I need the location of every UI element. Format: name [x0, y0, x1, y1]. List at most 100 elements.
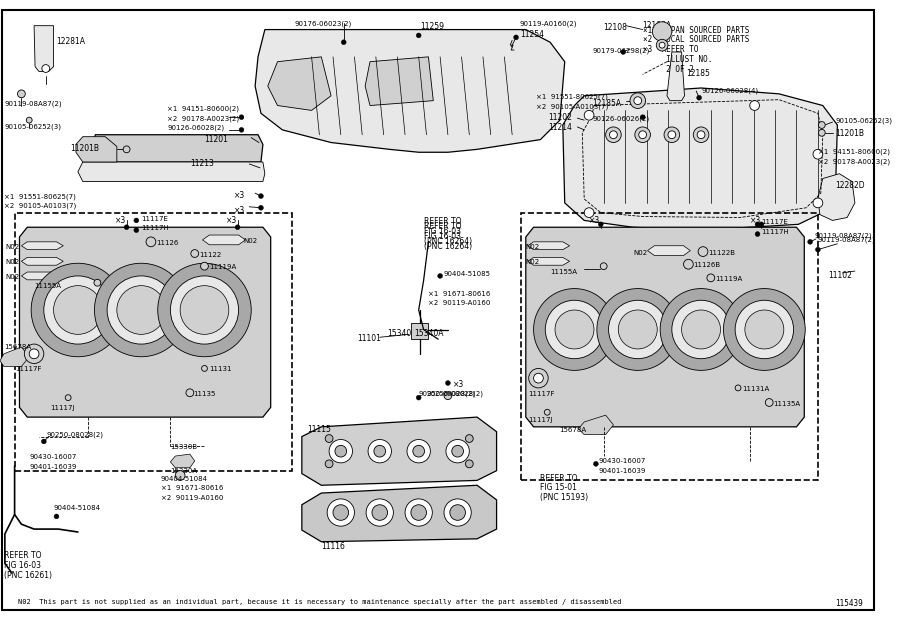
Text: 90250-08028(2): 90250-08028(2): [418, 391, 476, 397]
Circle shape: [26, 117, 32, 123]
Circle shape: [652, 22, 671, 42]
Circle shape: [124, 225, 129, 229]
Polygon shape: [411, 322, 428, 339]
Circle shape: [534, 288, 616, 370]
Polygon shape: [34, 25, 54, 71]
Text: 11119A: 11119A: [210, 264, 237, 270]
Polygon shape: [170, 454, 194, 467]
Circle shape: [405, 499, 432, 526]
Polygon shape: [302, 417, 497, 485]
Text: 90401-16039: 90401-16039: [29, 464, 76, 470]
Circle shape: [107, 276, 176, 344]
Circle shape: [597, 288, 679, 370]
Circle shape: [32, 264, 124, 356]
Text: 90119-08A87(2): 90119-08A87(2): [814, 232, 871, 239]
Circle shape: [630, 93, 645, 108]
Text: 11117H: 11117H: [141, 225, 169, 231]
Text: 2 OF 2: 2 OF 2: [643, 64, 694, 74]
Circle shape: [661, 288, 742, 370]
Text: ×1  91551-80625(7): ×1 91551-80625(7): [4, 193, 76, 200]
Text: ×3  REFER TO: ×3 REFER TO: [643, 45, 698, 54]
Circle shape: [333, 505, 348, 520]
Text: REFER TO: REFER TO: [4, 551, 41, 560]
Circle shape: [807, 239, 813, 244]
Circle shape: [606, 127, 621, 143]
Circle shape: [618, 310, 657, 349]
Circle shape: [656, 39, 668, 51]
Circle shape: [368, 440, 392, 463]
Circle shape: [44, 276, 112, 344]
Text: 15330A: 15330A: [170, 467, 197, 474]
Text: ×3: ×3: [750, 216, 761, 224]
Text: 90430-16007: 90430-16007: [598, 458, 646, 464]
Circle shape: [366, 499, 393, 526]
Circle shape: [444, 392, 452, 399]
Text: 11101: 11101: [357, 334, 382, 343]
Text: 90404-51084: 90404-51084: [54, 505, 101, 511]
Text: 11254: 11254: [520, 30, 544, 38]
Circle shape: [765, 399, 773, 406]
Circle shape: [514, 35, 518, 40]
Text: FIG 15-01: FIG 15-01: [540, 484, 577, 492]
Circle shape: [176, 471, 185, 480]
Circle shape: [117, 286, 166, 334]
Polygon shape: [22, 272, 63, 280]
Circle shape: [24, 344, 44, 363]
Circle shape: [94, 264, 188, 356]
Text: ×3: ×3: [115, 216, 126, 224]
Text: 12108: 12108: [604, 23, 627, 32]
Polygon shape: [22, 242, 63, 250]
Circle shape: [450, 505, 465, 520]
Text: 11117H: 11117H: [761, 229, 789, 235]
Circle shape: [608, 300, 667, 359]
Circle shape: [407, 440, 430, 463]
Text: 11102: 11102: [828, 271, 852, 280]
Circle shape: [609, 131, 617, 139]
Text: FIG 16-03: FIG 16-03: [424, 232, 461, 241]
Circle shape: [818, 122, 825, 128]
Text: N02: N02: [526, 244, 540, 250]
Circle shape: [735, 300, 794, 359]
Text: 11117J: 11117J: [50, 405, 75, 412]
Circle shape: [815, 247, 820, 252]
Text: ×1  91551-80625(7): ×1 91551-80625(7): [536, 94, 608, 100]
Text: 15330B: 15330B: [170, 445, 197, 450]
Polygon shape: [90, 135, 263, 162]
Circle shape: [41, 439, 46, 444]
Text: ×2  90119-A0160: ×2 90119-A0160: [161, 495, 223, 501]
Polygon shape: [268, 57, 331, 110]
Polygon shape: [0, 347, 29, 366]
Text: 12185: 12185: [687, 69, 710, 79]
Text: N02  This part is not supplied as an individual part, because it is necessary to: N02 This part is not supplied as an indi…: [17, 599, 621, 605]
Text: 11117J: 11117J: [528, 417, 554, 423]
Text: 12282D: 12282D: [835, 182, 865, 190]
Circle shape: [134, 218, 139, 223]
Text: 90126-06028(4): 90126-06028(4): [701, 88, 758, 94]
Polygon shape: [202, 235, 246, 245]
Text: 11126: 11126: [156, 240, 178, 246]
Polygon shape: [818, 174, 855, 221]
Circle shape: [697, 95, 701, 100]
Polygon shape: [365, 57, 433, 105]
Polygon shape: [647, 246, 690, 255]
Circle shape: [374, 445, 385, 457]
Text: 11155A: 11155A: [550, 269, 577, 275]
Text: 11201B: 11201B: [835, 129, 864, 138]
Text: 90404-51085: 90404-51085: [443, 271, 490, 277]
Circle shape: [186, 389, 194, 397]
Circle shape: [444, 499, 472, 526]
Circle shape: [750, 100, 760, 110]
Circle shape: [813, 198, 823, 208]
Text: 90119-A0160(2): 90119-A0160(2): [520, 21, 578, 27]
Polygon shape: [562, 88, 837, 230]
Text: 11126B: 11126B: [693, 262, 720, 268]
Text: 11259: 11259: [420, 22, 445, 31]
Text: REFER TO: REFER TO: [424, 218, 461, 226]
Text: ×1  JAPAN SOURCED PARTS: ×1 JAPAN SOURCED PARTS: [643, 25, 749, 35]
Circle shape: [54, 286, 103, 334]
Circle shape: [465, 435, 473, 443]
Text: ×3: ×3: [453, 380, 464, 389]
Text: (PNC 16264): (PNC 16264): [424, 242, 472, 251]
Polygon shape: [20, 228, 271, 417]
Text: 12281A: 12281A: [57, 37, 86, 46]
